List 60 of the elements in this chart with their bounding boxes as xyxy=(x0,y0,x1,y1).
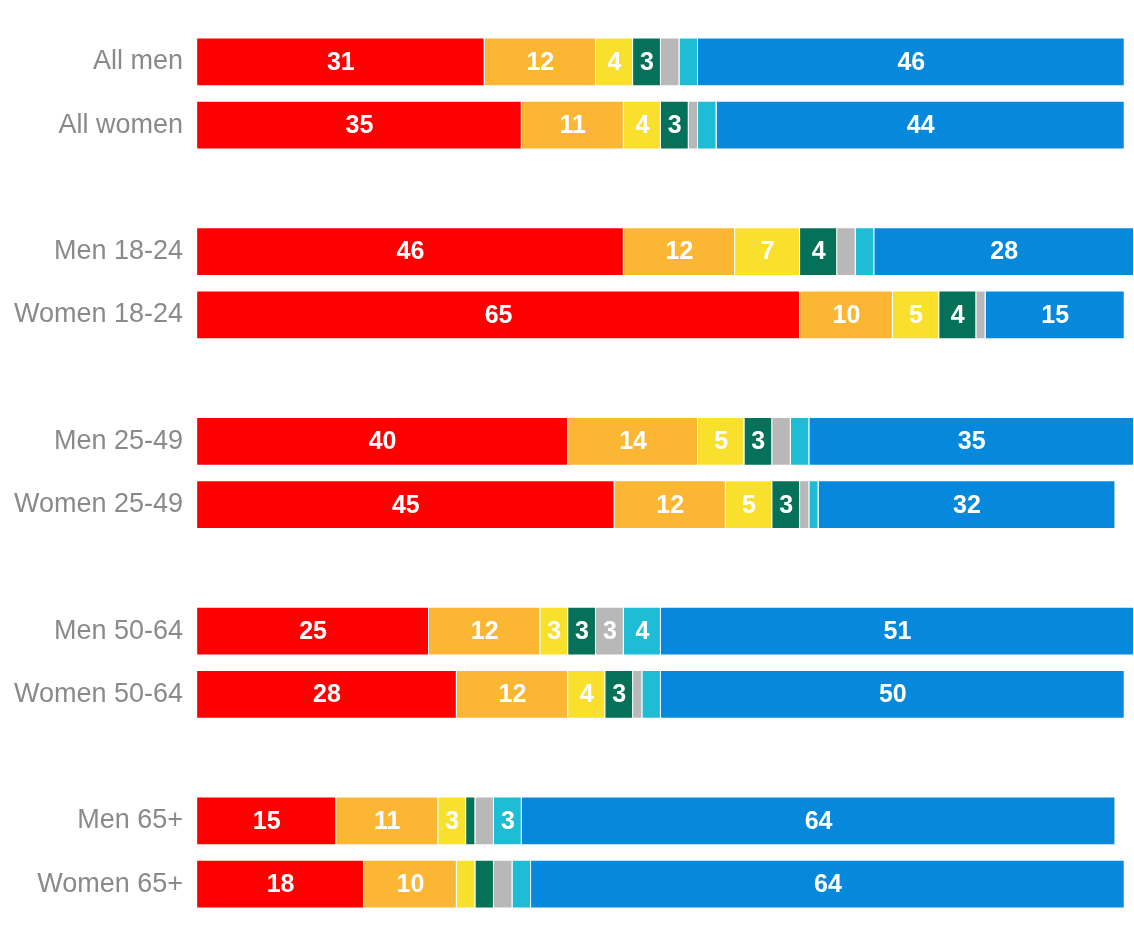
data-label: 4 xyxy=(950,299,965,328)
y-tick-label: Men 50-64 xyxy=(54,614,184,645)
data-label: 11 xyxy=(559,109,587,138)
data-label: 4 xyxy=(635,616,650,645)
data-label: 3 xyxy=(445,805,460,834)
data-label: 3 xyxy=(751,426,766,455)
data-label: 12 xyxy=(526,46,555,75)
data-label: 28 xyxy=(990,236,1019,265)
data-label: 3 xyxy=(667,109,682,138)
data-label: 4 xyxy=(579,679,594,708)
data-label: 46 xyxy=(396,236,425,265)
y-tick-label: Women 50-64 xyxy=(14,677,184,708)
data-label: 46 xyxy=(897,46,926,75)
data-label: 3 xyxy=(500,805,515,834)
y-tick-label: Women 18-24 xyxy=(14,298,184,329)
data-label: 11 xyxy=(374,805,401,834)
y-tick-label: Women 65+ xyxy=(37,867,184,898)
data-label: 3 xyxy=(779,489,794,518)
data-label: 10 xyxy=(396,869,425,898)
data-label: 3 xyxy=(575,616,590,645)
y-tick-label: Men 65+ xyxy=(77,804,184,835)
data-label: 64 xyxy=(813,869,842,898)
data-label: 51 xyxy=(883,616,912,645)
data-label: 7 xyxy=(760,236,775,265)
data-label: 12 xyxy=(656,489,685,518)
data-label: 3 xyxy=(612,679,627,708)
data-label: 45 xyxy=(391,489,420,518)
data-label: 3 xyxy=(640,46,654,75)
data-label: 65 xyxy=(484,299,513,328)
data-label: 4 xyxy=(607,46,622,75)
data-label: 31 xyxy=(326,46,355,75)
data-label: 5 xyxy=(742,489,757,518)
data-label: 15 xyxy=(1041,299,1070,328)
y-tick-label: All women xyxy=(58,108,184,139)
data-label: 4 xyxy=(811,236,826,265)
y-tick-label: Men 25-49 xyxy=(54,424,184,455)
data-label: 40 xyxy=(368,426,397,455)
data-label: 12 xyxy=(470,616,499,645)
data-label: 14 xyxy=(619,426,648,455)
data-label: 44 xyxy=(906,109,935,138)
data-label: 50 xyxy=(878,679,907,708)
data-label: 3 xyxy=(547,616,562,645)
data-label: 5 xyxy=(909,299,924,328)
data-label: 10 xyxy=(832,299,861,328)
data-label: 5 xyxy=(714,426,729,455)
data-label: 25 xyxy=(299,616,328,645)
y-tick-label: All men xyxy=(93,45,184,76)
data-label: 35 xyxy=(345,109,374,138)
data-label: 15 xyxy=(252,805,281,834)
data-label: 35 xyxy=(957,426,986,455)
data-label: 12 xyxy=(498,679,527,708)
data-label: 32 xyxy=(953,489,981,518)
y-tick-label: Men 18-24 xyxy=(54,235,184,266)
data-label: 4 xyxy=(635,109,650,138)
data-label: 28 xyxy=(313,679,341,708)
data-label: 18 xyxy=(266,869,295,898)
data-label: 12 xyxy=(665,236,694,265)
data-label: 64 xyxy=(804,805,833,834)
y-tick-label: Women 25-49 xyxy=(14,488,184,519)
data-label: 3 xyxy=(602,616,617,645)
